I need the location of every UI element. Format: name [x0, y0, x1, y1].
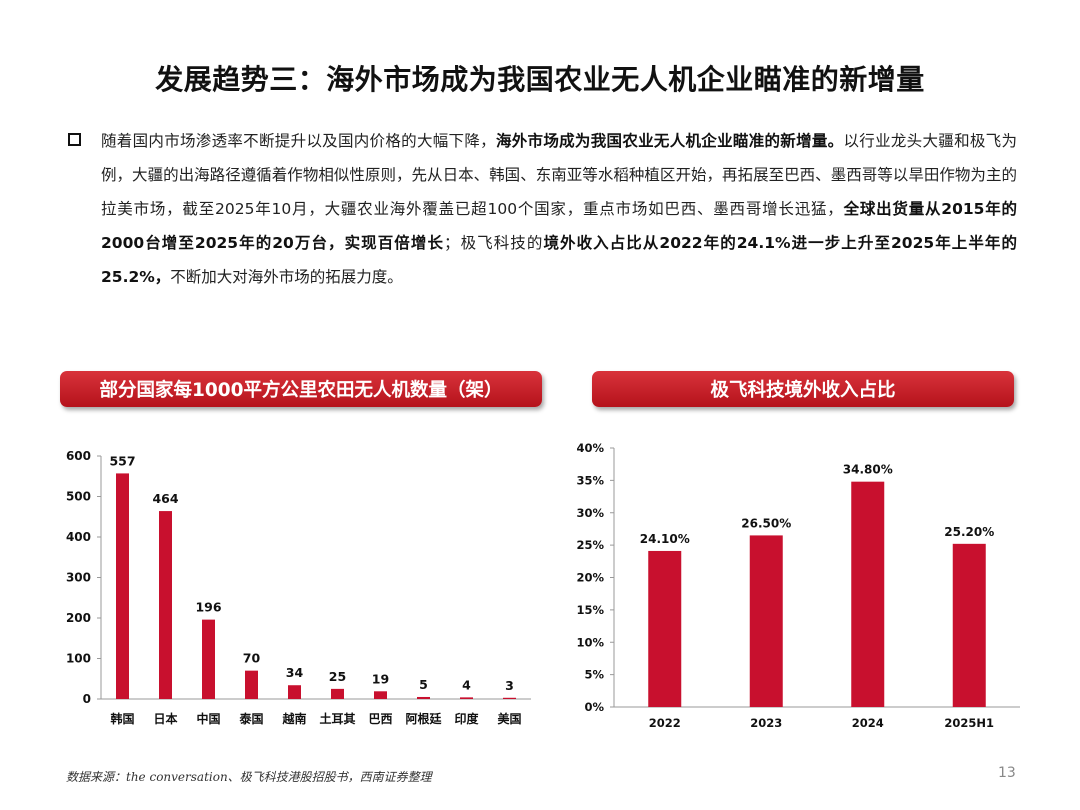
- x-category-label: 土耳其: [319, 711, 355, 726]
- bar: [749, 535, 783, 707]
- y-tick-label: 40%: [576, 441, 604, 455]
- bar: [851, 481, 885, 707]
- x-category-label: 2025H1: [944, 716, 994, 730]
- paragraph-segment: ；极飞科技的: [444, 234, 544, 252]
- x-category-label: 韩国: [110, 711, 134, 726]
- x-category-label: 越南: [281, 711, 306, 726]
- bar-data-label: 196: [195, 600, 221, 615]
- bar-data-label: 26.50%: [741, 516, 791, 530]
- bar-data-label: 34.80%: [843, 463, 893, 477]
- x-category-label: 2024: [852, 716, 884, 730]
- x-category-label: 阿根廷: [405, 711, 442, 726]
- bar-data-label: 5: [419, 677, 428, 692]
- bar-data-label: 557: [109, 453, 135, 468]
- bar: [374, 691, 387, 699]
- bar-data-label: 70: [243, 651, 261, 666]
- bar: [417, 696, 430, 699]
- y-tick-label: 5%: [584, 668, 604, 682]
- bar-data-label: 24.10%: [640, 532, 690, 546]
- paragraph-bold-segment: 全球出货量从2015年的2000台增至2025年的20万台，实现百倍增长: [101, 200, 1017, 252]
- bar: [460, 697, 473, 699]
- chart-left-title-banner: 部分国家每1000平方公里农田无人机数量（架）: [60, 371, 542, 407]
- bar: [116, 473, 129, 699]
- y-tick-label: 100: [66, 652, 91, 666]
- x-category-label: 巴西: [368, 712, 392, 726]
- bar-data-label: 4: [462, 677, 471, 692]
- y-tick-label: 35%: [576, 473, 604, 487]
- bullet-square-icon: [68, 133, 81, 146]
- y-tick-label: 20%: [576, 571, 604, 585]
- y-tick-label: 300: [66, 571, 91, 585]
- chart-right-title-banner: 极飞科技境外收入占比: [592, 371, 1014, 407]
- bar: [159, 511, 172, 699]
- y-tick-label: 500: [66, 490, 91, 504]
- bar: [245, 670, 258, 699]
- bar: [952, 543, 986, 707]
- bar-data-label: 34: [286, 665, 304, 680]
- y-tick-label: 30%: [576, 506, 604, 520]
- x-category-label: 2023: [750, 716, 782, 730]
- y-tick-label: 25%: [576, 538, 604, 552]
- bar-data-label: 25.20%: [944, 525, 994, 539]
- bar-data-label: 3: [505, 678, 514, 693]
- overseas-revenue-share-bar-chart: 0% 5% 10% 15% 20% 25% 30% 35% 40% 24.10% 2022 26.50…: [576, 441, 1020, 730]
- bar: [648, 550, 682, 707]
- y-tick-label: 0%: [584, 700, 604, 714]
- y-tick-label: 10%: [576, 635, 604, 649]
- paragraph-segment: 不断加大对海外市场的拓展力度。: [170, 268, 403, 286]
- y-tick-label: 600: [66, 449, 91, 463]
- x-category-label: 美国: [497, 711, 521, 726]
- data-source-note: 数据来源：the conversation、极飞科技港股招股书，西南证券整理: [66, 770, 432, 784]
- paragraph-bold-segment: 海外市场成为我国农业无人机企业瞄准的新增量。: [495, 132, 844, 150]
- x-category-label: 泰国: [238, 711, 263, 726]
- y-tick-label: 0: [83, 692, 91, 706]
- bar: [288, 685, 301, 699]
- bar-data-label: 25: [329, 669, 346, 684]
- paragraph-segment: 以行业龙头大疆和极飞为例，大疆的出海路径遵循着作物相似性原则，先从日本、韩国、东…: [101, 132, 1017, 218]
- x-category-label: 中国: [196, 711, 220, 726]
- bar: [202, 619, 215, 699]
- bar: [331, 688, 344, 699]
- x-category-label: 印度: [454, 711, 479, 726]
- body-paragraph: 随着国内市场渗透率不断提升以及国内价格的大幅下降，海外市场成为我国农业无人机企业…: [101, 124, 1017, 294]
- y-tick-label: 200: [66, 611, 91, 625]
- x-category-label: 日本: [153, 711, 177, 726]
- y-tick-label: 400: [66, 530, 91, 544]
- x-category-label: 2022: [649, 716, 681, 730]
- paragraph-bold-segment: 境外收入占比从2022年的24.1%进一步上升至2025年上半年的25.2%，: [101, 234, 1017, 286]
- bar: [503, 697, 516, 699]
- bar-data-label: 19: [372, 671, 389, 686]
- page-title: 发展趋势三：海外市场成为我国农业无人机企业瞄准的新增量: [155, 63, 925, 96]
- paragraph-segment: 随着国内市场渗透率不断提升以及国内价格的大幅下降，: [101, 132, 496, 150]
- y-tick-label: 15%: [576, 603, 604, 617]
- bar-data-label: 464: [152, 491, 178, 506]
- page-number: 13: [998, 765, 1016, 781]
